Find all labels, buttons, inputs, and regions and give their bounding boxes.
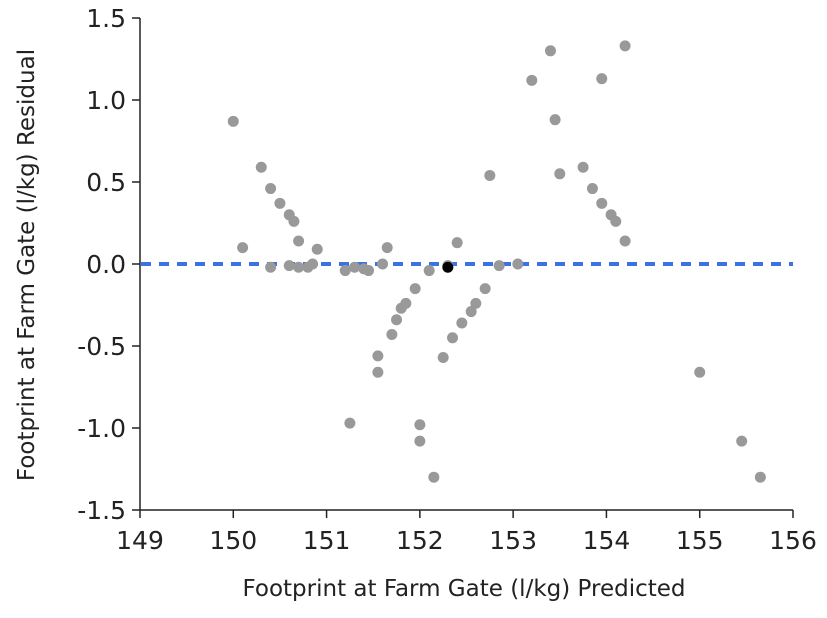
scatter-point [456,317,468,329]
scatter-point [409,283,421,295]
scatter-point [465,306,477,318]
scatter-point [349,261,361,273]
scatter-point [437,351,449,363]
scatter-point [549,114,561,126]
y-tick-label: 1.5 [86,4,126,33]
scatter-point [619,40,631,52]
scatter-point [596,197,608,209]
scatter-point [293,261,305,273]
scatter-point [265,261,277,273]
scatter-point [274,197,286,209]
scatter-point [414,419,426,431]
x-tick-label: 156 [769,526,817,555]
y-axis-title: Footprint at Farm Gate (l/kg) Residual [14,49,40,481]
scatter-point [526,74,538,86]
scatter-point [586,183,598,195]
scatter-point [391,314,403,326]
scatter-point [554,168,566,180]
x-tick-label: 153 [489,526,537,555]
scatter-point [283,260,295,272]
scatter-point [237,242,249,254]
scatter-point [694,366,706,378]
scatter-point [619,235,631,247]
scatter-point [577,161,589,173]
scatter-point [386,329,398,341]
scatter-point [512,258,524,270]
scatter-point [428,471,440,483]
scatter-point [447,332,459,344]
scatter-point [414,435,426,447]
scatter-point [451,237,463,249]
scatter-point [344,417,356,429]
tick-labels: 149 150 151 152 153 154 155 156 1.5 1.0 0.5 0.0 -0.5… [77,4,817,555]
scatter-point [339,265,351,277]
x-tick-label: 150 [209,526,257,555]
scatter-point [736,435,748,447]
scatter-point [493,260,505,272]
scatter-point [470,297,482,309]
x-tick-label: 154 [583,526,631,555]
x-axis-title: Footprint at Farm Gate (l/kg) Predicted [242,576,685,602]
scatter-point [288,215,300,227]
data-points [227,40,766,483]
highlighted-points [442,261,454,273]
x-tick-label: 152 [396,526,444,555]
scatter-point [400,297,412,309]
scatter-point [544,45,556,57]
scatter-point [363,265,375,277]
y-tick-label: -0.5 [77,332,126,361]
y-tick-label: 1.0 [86,86,126,115]
scatter-point [265,183,277,195]
scatter-point [596,73,608,85]
scatter-point [610,215,622,227]
x-tick-label: 149 [116,526,164,555]
scatter-point [423,265,435,277]
highlighted-point [442,261,454,273]
y-tick-label: 0.5 [86,168,126,197]
axes [132,17,794,518]
scatter-point [372,366,384,378]
scatter-point [311,243,323,255]
scatter-point [754,471,766,483]
scatter-point [479,283,491,295]
scatter-point [227,115,239,127]
scatter-point [255,161,267,173]
scatter-point [381,242,393,254]
y-tick-label: 0.0 [86,250,126,279]
scatter-point [372,350,384,362]
scatter-point [377,258,389,270]
scatter-point [484,169,496,181]
x-tick-label: 151 [303,526,351,555]
x-tick-label: 155 [676,526,724,555]
scatter-point [293,235,305,247]
y-tick-label: -1.5 [77,496,126,525]
y-tick-label: -1.0 [77,414,126,443]
scatter-point [307,258,319,270]
